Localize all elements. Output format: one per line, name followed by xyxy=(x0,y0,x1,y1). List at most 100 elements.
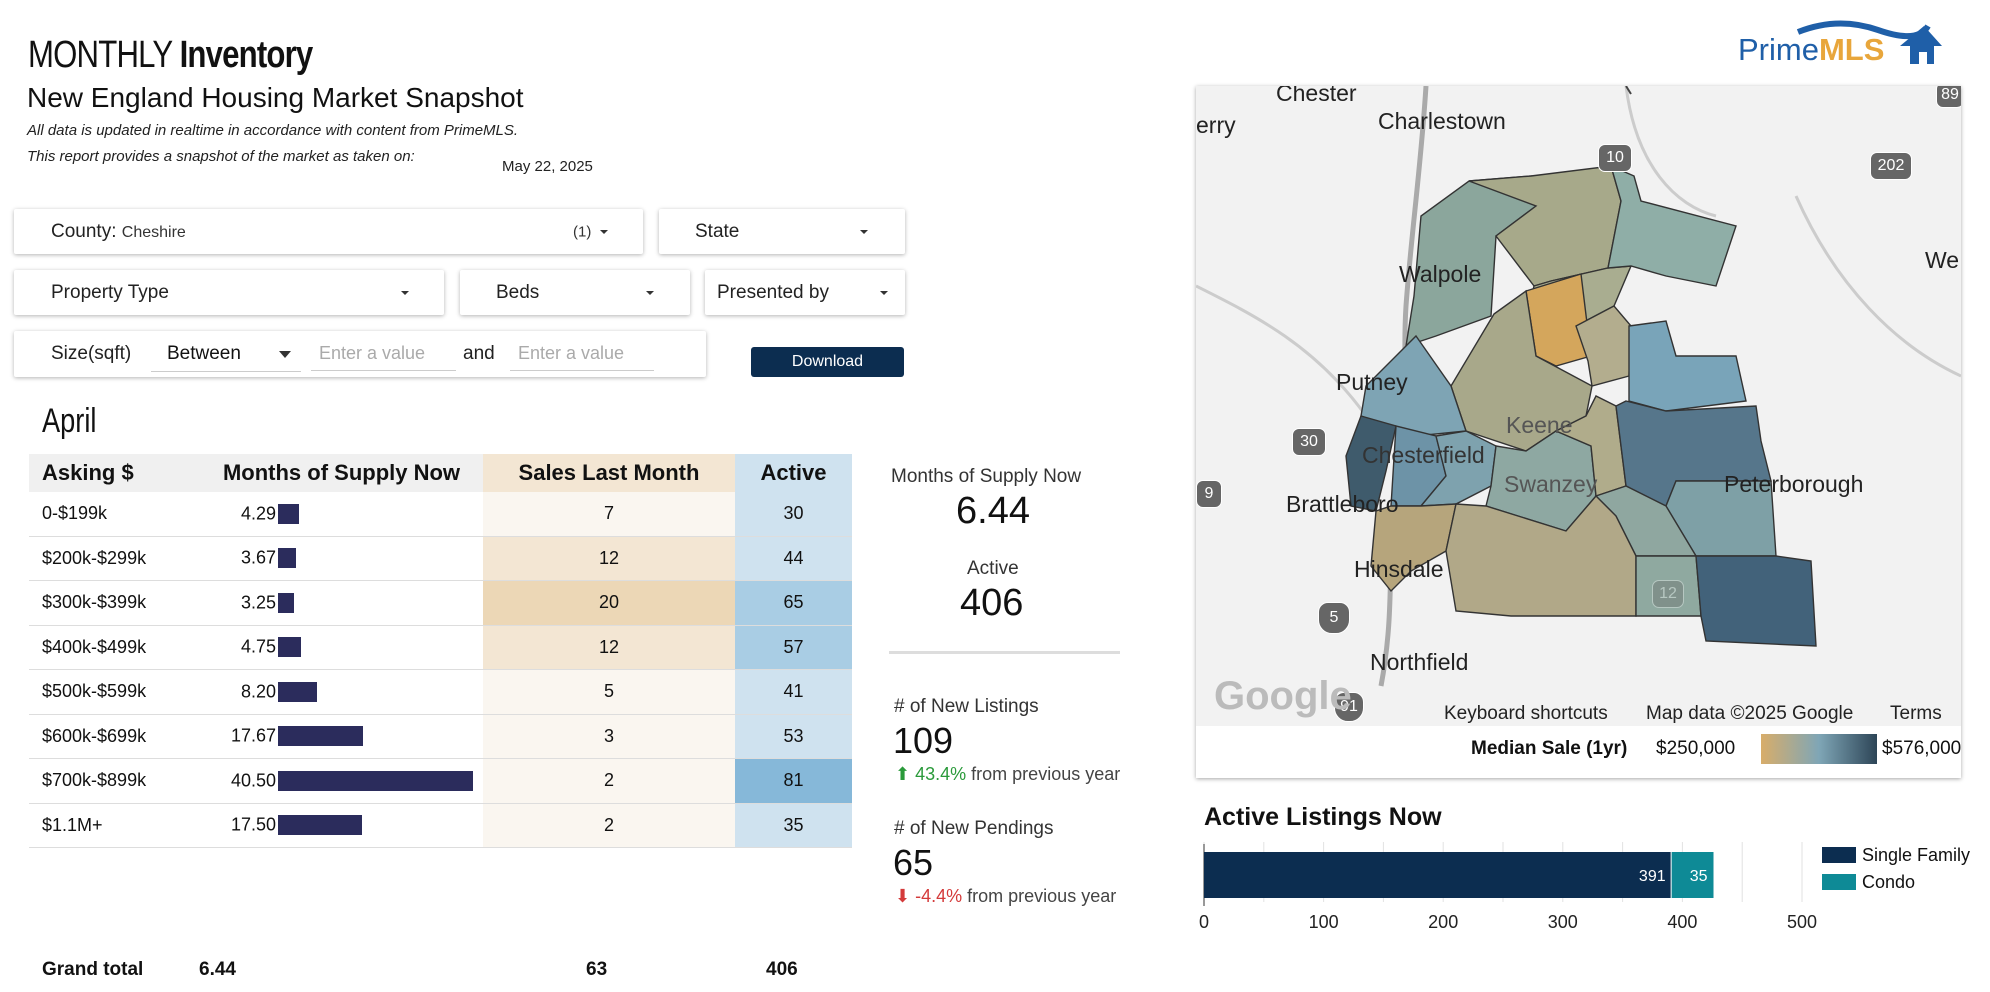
mos-value: 8.20 xyxy=(240,681,276,702)
cell-sales: 20 xyxy=(483,580,735,626)
terms-link[interactable]: Terms xyxy=(1890,703,1942,724)
road xyxy=(1624,86,1717,218)
cell-active: 35 xyxy=(735,803,852,848)
legend-min: $250,000 xyxy=(1656,738,1736,759)
table-header-row: Asking $ Months of Supply Now Sales Last… xyxy=(29,454,852,492)
google-logo: Google xyxy=(1214,674,1352,718)
mos-value: 3.25 xyxy=(240,592,276,613)
keyboard-shortcuts-link[interactable]: Keyboard shortcuts xyxy=(1444,703,1608,724)
map-label-putney: Putney xyxy=(1336,369,1408,395)
route-shield-icon: 9 xyxy=(1196,480,1222,508)
cell-sales: 2 xyxy=(483,758,735,804)
table-row: $700k-$899k 40.50 2 81 xyxy=(29,758,852,804)
col-months-supply: Months of Supply Now xyxy=(200,454,483,492)
map-regions xyxy=(1196,86,1961,687)
kpi-new-pendings-value: 65 xyxy=(893,842,934,883)
mos-bar xyxy=(278,726,363,747)
map-label-swanzey: Swanzey xyxy=(1504,471,1598,497)
grand-total-mos: 6.44 xyxy=(199,959,236,980)
kpi-active-label: Active xyxy=(967,558,1019,579)
cell-mos: 17.67 xyxy=(200,714,483,759)
col-active: Active xyxy=(735,454,852,492)
grand-total-sales: 63 xyxy=(586,959,608,980)
county-selected-count: (1) xyxy=(573,223,592,240)
cell-sales: 3 xyxy=(483,714,735,759)
kpi-mos-label: Months of Supply Now xyxy=(891,466,1082,487)
cell-mos: 17.50 xyxy=(200,803,483,848)
x-tick-label: 500 xyxy=(1787,912,1817,932)
active-listings-title: Active Listings Now xyxy=(1204,803,1442,831)
cell-sales: 2 xyxy=(483,803,735,848)
x-tick-label: 100 xyxy=(1309,912,1339,932)
map-label-we: We xyxy=(1925,247,1960,273)
download-button[interactable]: Download xyxy=(751,347,904,377)
cell-mos: 3.67 xyxy=(200,536,483,581)
cell-active: 53 xyxy=(735,714,852,759)
interstate-shield-icon: 91 xyxy=(1334,692,1364,722)
state-filter[interactable]: State xyxy=(659,209,905,254)
chevron-down-icon xyxy=(860,229,868,234)
legend-gradient xyxy=(1761,734,1877,764)
size-mode-select[interactable]: Between xyxy=(151,335,301,372)
and-label: and xyxy=(463,343,495,364)
grand-total-label: Grand total xyxy=(42,959,144,980)
cell-active: 65 xyxy=(735,580,852,626)
x-tick-label: 300 xyxy=(1548,912,1578,932)
cell-sales: 7 xyxy=(483,492,735,537)
cell-asking: 0-$199k xyxy=(29,492,200,537)
chevron-down-icon xyxy=(401,290,409,295)
legend-swatch xyxy=(1822,874,1856,890)
kpi-mos-value: 6.44 xyxy=(956,490,1030,532)
kpi-new-listings-change: ⬆ 43.4% from previous year xyxy=(895,764,1121,784)
x-tick-label: 200 xyxy=(1428,912,1458,932)
mos-value: 40.50 xyxy=(230,770,276,791)
snapshot-note: This report provides a snapshot of the m… xyxy=(27,148,415,165)
bar-label: 391 xyxy=(1639,868,1666,885)
legend-item-single-family: Single Family xyxy=(1822,845,1990,872)
mos-value: 4.29 xyxy=(240,503,276,524)
bar-single-family[interactable] xyxy=(1204,852,1671,898)
county-map[interactable]: Chester Charlestown erry Walpole We Putn… xyxy=(1196,86,1961,778)
table-row: $200k-$299k 3.67 12 44 xyxy=(29,536,852,581)
property-type-filter[interactable]: Property Type xyxy=(14,270,444,315)
chevron-down-icon xyxy=(880,290,888,295)
cell-sales: 5 xyxy=(483,669,735,715)
legend-max: $576,000 xyxy=(1882,738,1961,759)
caret-down-icon xyxy=(279,351,291,358)
bar-label: 35 xyxy=(1690,868,1708,885)
mos-bar xyxy=(278,770,473,791)
mos-bar xyxy=(278,815,362,836)
map-legend: Median Sale (1yr) $250,000 $576,000 xyxy=(1196,726,1961,778)
map-label-chesterfield: Chesterfield xyxy=(1362,442,1485,468)
county-filter[interactable]: County: Cheshire (1) xyxy=(14,209,643,254)
chevron-down-icon xyxy=(646,290,654,295)
primemls-logo: PrimeMLS xyxy=(1738,18,1943,68)
chart-legend: Single Family Condo xyxy=(1822,845,1990,899)
x-tick-label: 400 xyxy=(1667,912,1697,932)
size-label: Size(sqft) xyxy=(51,343,132,364)
map-data-attribution: Map data ©2025 Google xyxy=(1646,703,1854,724)
table-row: $300k-$399k 3.25 20 65 xyxy=(29,580,852,626)
route-shield-icon: 10 xyxy=(1598,144,1632,172)
cell-asking: $700k-$899k xyxy=(29,758,200,804)
table-month-title: April xyxy=(42,402,97,440)
road xyxy=(1196,284,1368,417)
cell-active: 30 xyxy=(735,492,852,537)
table-row: $600k-$699k 17.67 3 53 xyxy=(29,714,852,759)
map-label-hinsdale: Hinsdale xyxy=(1354,556,1444,582)
presented-by-filter[interactable]: Presented by xyxy=(705,270,905,315)
col-asking: Asking $ xyxy=(29,454,200,492)
legend-item-condo: Condo xyxy=(1822,872,1990,899)
cell-active: 81 xyxy=(735,758,852,804)
cell-active: 44 xyxy=(735,536,852,581)
map-label-walpole: Walpole xyxy=(1399,261,1482,287)
mos-bar xyxy=(278,592,294,613)
cell-sales: 12 xyxy=(483,536,735,581)
road xyxy=(1794,195,1961,378)
beds-filter[interactable]: Beds xyxy=(460,270,690,315)
logo-swoosh-icon xyxy=(1796,20,1942,64)
bar-condo[interactable] xyxy=(1671,852,1714,898)
cell-asking: $1.1M+ xyxy=(29,803,200,848)
size-min-input[interactable]: Enter a value xyxy=(311,335,456,371)
size-max-input[interactable]: Enter a value xyxy=(510,335,654,371)
